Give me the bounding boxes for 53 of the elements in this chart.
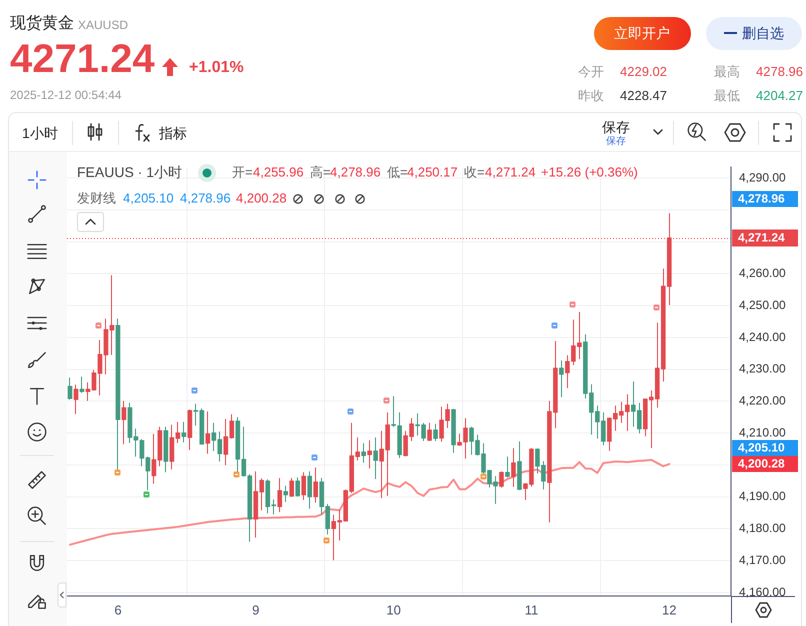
y-tick-label: 4,210.00 xyxy=(739,425,786,440)
text: 保存 xyxy=(602,119,630,135)
text: 删自选 xyxy=(742,25,784,41)
annotation: 开= xyxy=(232,164,253,180)
text: 保存 xyxy=(606,136,626,147)
annotation: 低= xyxy=(387,164,408,180)
x-tick-label: 9 xyxy=(252,602,260,618)
text: 4,200.28 xyxy=(738,456,786,470)
annotation: 4,200.28 xyxy=(236,190,287,206)
annotation: 4,278.96 xyxy=(180,190,231,206)
annotation: 高= xyxy=(310,164,331,180)
chart-title: 现货黄金 xyxy=(10,15,74,32)
text: 4278.96 xyxy=(756,64,803,78)
text: 最高 xyxy=(714,64,740,78)
x-tick-label: 6 xyxy=(114,602,122,618)
text: 4229.02 xyxy=(620,64,667,78)
x-tick-label: 11 xyxy=(524,602,538,618)
text: 2025-12-12 00:54:44 xyxy=(10,88,122,102)
text: 4,278.96 xyxy=(738,191,786,206)
x-tick-label: 12 xyxy=(662,602,677,618)
text: 1小时 xyxy=(22,125,58,141)
text: 4,205.10 xyxy=(738,440,786,454)
annotation: 4,255.96 xyxy=(253,164,304,180)
y-tick-label: 4,160.00 xyxy=(739,584,786,599)
annotation: 4,271.24 xyxy=(485,164,536,180)
annotation: 4,278.96 xyxy=(330,164,381,180)
x-tick-label: 10 xyxy=(386,602,401,618)
annotation: +15.26 (+0.36%) xyxy=(541,164,638,180)
y-tick-label: 4,230.00 xyxy=(739,362,786,376)
text: 最低 xyxy=(714,88,740,102)
annotation: 4,205.10 xyxy=(123,190,174,206)
y-tick-label: 4,240.00 xyxy=(739,330,786,344)
annotation: 4,250.17 xyxy=(407,164,458,180)
text: 昨收 xyxy=(578,88,604,102)
y-tick-label: 4,170.00 xyxy=(739,552,786,567)
text: 4204.27 xyxy=(756,88,803,102)
annotation: FEAUUS · 1小时 xyxy=(77,164,182,180)
y-tick-label: 4,220.00 xyxy=(739,394,786,408)
text: 立即开户 xyxy=(614,25,670,41)
text: 4228.47 xyxy=(620,88,667,102)
annotation: 发财线 xyxy=(77,190,116,206)
y-tick-label: 4,180.00 xyxy=(739,521,786,536)
annotation: 收= xyxy=(464,164,485,180)
y-tick-label: 4,250.00 xyxy=(739,298,786,312)
text: 今开 xyxy=(578,64,604,78)
y-tick-label: 4,260.00 xyxy=(739,266,786,280)
ref-line-label: 4,271.24 xyxy=(738,230,786,244)
text: 4271.24 xyxy=(10,37,155,81)
y-tick-label: 4,290.00 xyxy=(739,170,786,184)
y-tick-label: 4,190.00 xyxy=(739,489,786,504)
text: 指标 xyxy=(159,125,187,141)
chart-subtitle: XAUUSD xyxy=(78,18,128,32)
text: +1.01% xyxy=(189,59,244,76)
